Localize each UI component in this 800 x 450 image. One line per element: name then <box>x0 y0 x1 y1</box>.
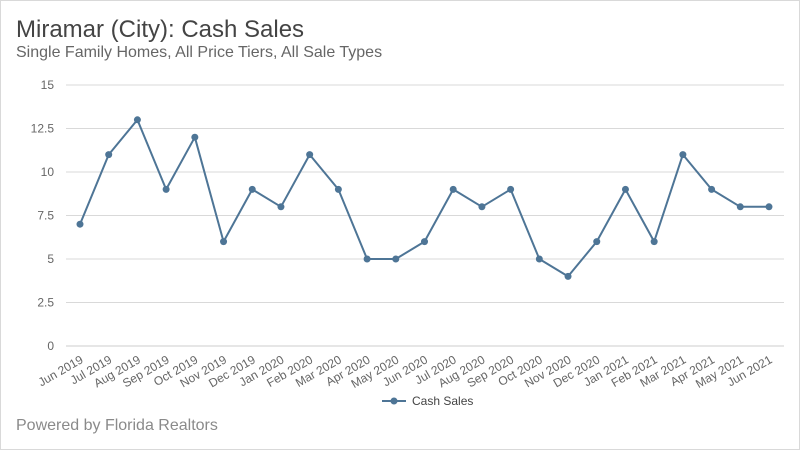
data-point <box>306 151 314 159</box>
data-point <box>765 203 773 211</box>
data-point <box>392 255 400 263</box>
legend-label: Cash Sales <box>412 394 473 408</box>
y-tick-label: 5 <box>47 252 54 266</box>
powered-by-footer: Powered by Florida Realtors <box>16 417 218 434</box>
data-point <box>736 203 744 211</box>
y-tick-label: 0 <box>47 339 54 353</box>
data-point <box>507 185 515 193</box>
data-point <box>679 151 687 159</box>
data-point <box>191 133 199 141</box>
y-tick-label: 7.5 <box>37 209 54 223</box>
data-point <box>593 238 601 246</box>
data-point <box>363 255 371 263</box>
series-line-cash-sales <box>79 118 769 278</box>
data-point <box>449 185 457 193</box>
data-point <box>248 185 256 193</box>
data-point <box>478 203 486 211</box>
y-tick-label: 15 <box>41 78 55 92</box>
data-point <box>421 238 428 246</box>
data-point <box>220 238 228 246</box>
y-tick-label: 2.5 <box>37 296 54 310</box>
y-tick-label: 10 <box>41 165 55 179</box>
data-point <box>162 185 170 193</box>
chart-title: Miramar (City): Cash Sales <box>16 16 305 43</box>
data-point <box>708 185 716 193</box>
data-point <box>650 238 658 246</box>
data-point <box>76 220 84 228</box>
y-tick-label: 12.5 <box>31 122 55 136</box>
data-point <box>277 203 285 211</box>
data-point <box>535 255 543 263</box>
data-point <box>564 272 572 280</box>
data-point <box>105 151 113 159</box>
data-point <box>133 116 141 124</box>
legend-swatch-marker <box>390 397 398 405</box>
chart-subtitle: Single Family Homes, All Price Tiers, Al… <box>16 44 383 61</box>
data-point <box>334 185 342 193</box>
data-point <box>621 185 629 193</box>
